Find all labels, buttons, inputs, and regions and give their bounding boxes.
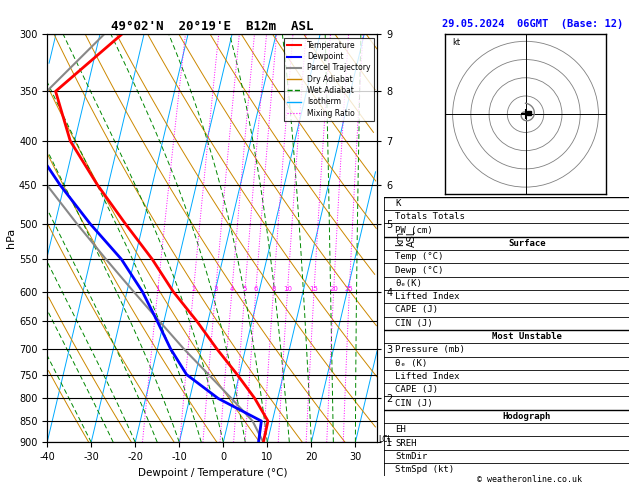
Text: Temp (°C): Temp (°C) xyxy=(395,252,443,261)
Text: 6: 6 xyxy=(253,286,258,292)
Text: 10: 10 xyxy=(283,286,292,292)
Text: Most Unstable: Most Unstable xyxy=(492,332,562,341)
Text: K: K xyxy=(395,199,401,208)
Text: θₑ (K): θₑ (K) xyxy=(395,359,427,368)
Text: 20: 20 xyxy=(329,286,338,292)
Text: Pressure (mb): Pressure (mb) xyxy=(395,346,465,354)
Text: CAPE (J): CAPE (J) xyxy=(395,385,438,394)
Text: Lifted Index: Lifted Index xyxy=(395,292,460,301)
Text: 1: 1 xyxy=(155,286,160,292)
Text: Surface: Surface xyxy=(508,239,545,248)
X-axis label: Dewpoint / Temperature (°C): Dewpoint / Temperature (°C) xyxy=(138,468,287,478)
Text: Dewp (°C): Dewp (°C) xyxy=(395,265,443,275)
Text: StmDir: StmDir xyxy=(395,452,427,461)
Text: θₑ(K): θₑ(K) xyxy=(395,279,422,288)
Text: CIN (J): CIN (J) xyxy=(395,319,433,328)
Text: CIN (J): CIN (J) xyxy=(395,399,433,408)
Text: PW (cm): PW (cm) xyxy=(395,226,433,235)
Y-axis label: hPa: hPa xyxy=(6,228,16,248)
Text: kt: kt xyxy=(453,38,461,47)
Text: SREH: SREH xyxy=(395,438,416,448)
Title: 49°02'N  20°19'E  B12m  ASL: 49°02'N 20°19'E B12m ASL xyxy=(111,20,313,33)
Text: 4: 4 xyxy=(230,286,234,292)
Text: Lifted Index: Lifted Index xyxy=(395,372,460,381)
Y-axis label: km
ASL: km ASL xyxy=(396,229,417,247)
Text: StmSpd (kt): StmSpd (kt) xyxy=(395,465,454,474)
Text: CAPE (J): CAPE (J) xyxy=(395,305,438,314)
Text: 5: 5 xyxy=(243,286,247,292)
Text: 2: 2 xyxy=(191,286,196,292)
Text: LCL: LCL xyxy=(378,435,392,444)
Text: EH: EH xyxy=(395,425,406,434)
Text: Totals Totals: Totals Totals xyxy=(395,212,465,221)
Text: 15: 15 xyxy=(309,286,318,292)
Text: 25: 25 xyxy=(345,286,353,292)
Text: 29.05.2024  06GMT  (Base: 12): 29.05.2024 06GMT (Base: 12) xyxy=(442,19,624,30)
Text: 3: 3 xyxy=(213,286,218,292)
Text: 8: 8 xyxy=(271,286,276,292)
Legend: Temperature, Dewpoint, Parcel Trajectory, Dry Adiabat, Wet Adiabat, Isotherm, Mi: Temperature, Dewpoint, Parcel Trajectory… xyxy=(284,38,374,121)
Text: © weatheronline.co.uk: © weatheronline.co.uk xyxy=(477,474,582,484)
Text: Hodograph: Hodograph xyxy=(503,412,551,421)
